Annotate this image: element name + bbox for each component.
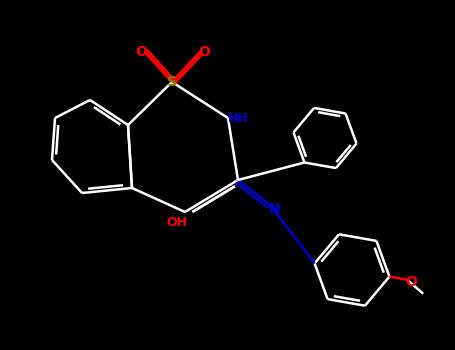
Text: NH: NH xyxy=(228,112,248,125)
Text: O: O xyxy=(198,45,210,59)
Text: O: O xyxy=(135,45,147,59)
Text: O: O xyxy=(405,275,417,289)
Text: S: S xyxy=(167,75,177,89)
Text: N: N xyxy=(269,202,281,216)
Text: OH: OH xyxy=(167,216,187,229)
